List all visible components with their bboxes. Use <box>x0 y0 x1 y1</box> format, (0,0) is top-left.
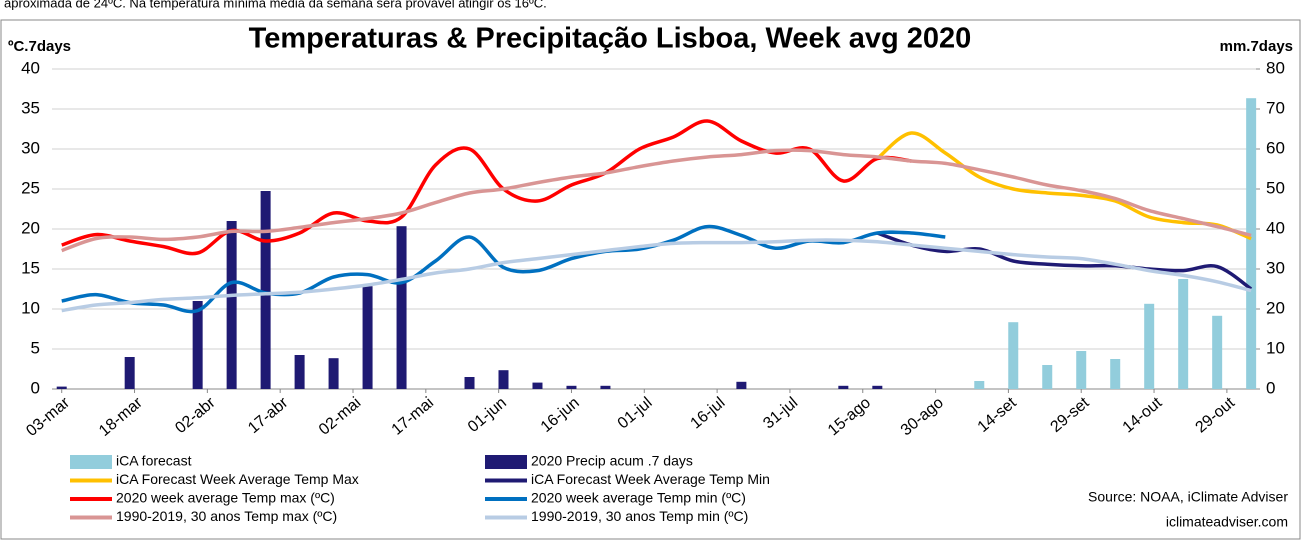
y-tick-label: 30 <box>21 138 40 157</box>
source-url: iclimateadviser.com <box>1166 514 1288 530</box>
legend-label: 1990-2019, 30 anos Temp max (ºC) <box>116 508 337 524</box>
chart-title: Temperaturas & Precipitação Lisboa, Week… <box>249 23 972 55</box>
bar <box>1110 359 1120 389</box>
bar <box>125 357 135 389</box>
bar <box>1008 322 1018 389</box>
y-tick-label: 40 <box>21 58 40 77</box>
bar <box>600 386 610 389</box>
y2-tick-label: 20 <box>1266 298 1285 317</box>
bar <box>1144 304 1154 389</box>
legend-label: 2020 week average Temp min (ºC) <box>531 490 746 506</box>
legend-swatch <box>485 455 527 469</box>
y2-tick-label: 10 <box>1266 338 1285 357</box>
y2-tick-label: 30 <box>1266 258 1285 277</box>
legend-label: iCA forecast <box>116 453 192 469</box>
legend-label: 1990-2019, 30 anos Temp min (ºC) <box>531 508 748 524</box>
y-tick-label: 0 <box>31 378 40 397</box>
bar <box>499 370 509 389</box>
bar <box>465 377 475 389</box>
bar <box>1212 316 1222 389</box>
y2-tick-label: 80 <box>1266 58 1285 77</box>
source-text: Source: NOAA, iClimate Adviser <box>1088 489 1288 505</box>
y2-axis-label: mm.7days <box>1220 38 1293 55</box>
bar <box>1076 351 1086 389</box>
y-tick-label: 20 <box>21 218 40 237</box>
header-text: aproximada de 24ºC. Na temperatura mínim… <box>4 0 547 10</box>
y-tick-label: 35 <box>21 98 40 117</box>
bar <box>261 191 271 389</box>
bar <box>363 286 373 389</box>
legend-label: iCA Forecast Week Average Temp Min <box>531 471 770 487</box>
bar <box>736 382 746 389</box>
y-tick-label: 10 <box>21 298 40 317</box>
bar <box>295 355 305 389</box>
y2-tick-label: 60 <box>1266 138 1285 157</box>
bar <box>532 383 542 389</box>
bar <box>397 226 407 389</box>
bar <box>1042 365 1052 389</box>
y2-tick-label: 70 <box>1266 98 1285 117</box>
y2-tick-label: 40 <box>1266 218 1285 237</box>
bar <box>1178 279 1188 389</box>
page: aproximada de 24ºC. Na temperatura mínim… <box>0 0 1302 540</box>
bar <box>838 386 848 389</box>
bar <box>329 358 339 389</box>
bar <box>57 387 67 389</box>
legend-label: iCA Forecast Week Average Temp Max <box>116 471 359 487</box>
y-tick-label: 15 <box>21 258 40 277</box>
y-axis-label: ºC.7days <box>8 38 71 55</box>
bar <box>974 381 984 389</box>
bar <box>227 221 237 389</box>
y2-tick-label: 0 <box>1266 378 1275 397</box>
y-tick-label: 5 <box>31 338 40 357</box>
bar <box>872 386 882 389</box>
legend-label: 2020 week average Temp max (ºC) <box>116 490 335 506</box>
bar <box>566 386 576 389</box>
chart: aproximada de 24ºC. Na temperatura mínim… <box>0 0 1302 540</box>
bar <box>193 301 203 389</box>
y-tick-label: 25 <box>21 178 40 197</box>
bar <box>1246 98 1256 389</box>
y2-tick-label: 50 <box>1266 178 1285 197</box>
legend-label: 2020 Precip acum .7 days <box>531 453 693 469</box>
legend-swatch <box>70 455 112 469</box>
